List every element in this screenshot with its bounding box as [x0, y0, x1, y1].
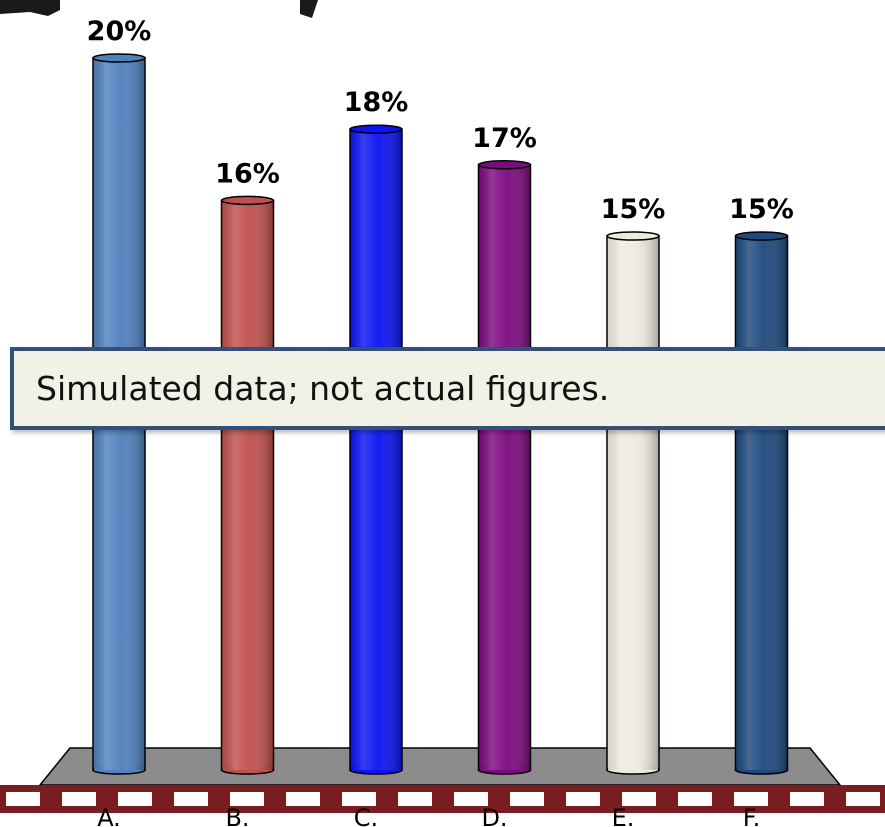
rail-window	[454, 792, 488, 806]
chart-floor	[38, 747, 842, 786]
category-labels-group: A. B. C. D. E. F.	[97, 804, 760, 827]
rail-window	[6, 792, 40, 806]
category-label-3: C.	[354, 804, 378, 827]
bar-2	[220, 195, 275, 775]
axis-rail	[0, 785, 885, 813]
note-text: Simulated data; not actual figures.	[36, 369, 610, 408]
value-label-6: 15%	[729, 194, 794, 225]
bar-4	[477, 160, 532, 775]
rail-window	[790, 792, 824, 806]
category-label-2: B.	[225, 804, 249, 827]
rail-window	[342, 792, 376, 806]
rail-window	[510, 792, 544, 806]
rail-window	[174, 792, 208, 806]
rail-window	[678, 792, 712, 806]
rail-window	[566, 792, 600, 806]
rail-window	[622, 792, 656, 806]
rail-window	[230, 792, 264, 806]
category-label-1: A.	[97, 804, 121, 827]
bars-group	[92, 53, 789, 775]
rail-window	[846, 792, 880, 806]
value-label-4: 17%	[472, 123, 537, 154]
rail-window	[286, 792, 320, 806]
simulated-data-note: Simulated data; not actual figures.	[10, 347, 885, 430]
value-label-2: 16%	[215, 158, 280, 189]
category-label-6: F.	[743, 804, 761, 827]
rail-window	[118, 792, 152, 806]
value-label-5: 15%	[601, 194, 666, 225]
bar-6	[734, 231, 789, 775]
value-labels-group: 20% 16% 18% 17% 15% 15%	[87, 16, 794, 225]
category-label-5: E.	[612, 804, 635, 827]
value-label-3: 18%	[344, 87, 409, 118]
bar-3	[349, 124, 403, 775]
cropped-title-fragment	[0, 0, 318, 18]
rail-window	[398, 792, 432, 806]
bar-5	[606, 231, 660, 775]
value-label-1: 20%	[87, 16, 152, 47]
category-label-4: D.	[481, 804, 507, 827]
rail-window	[734, 792, 768, 806]
rail-window	[62, 792, 96, 806]
